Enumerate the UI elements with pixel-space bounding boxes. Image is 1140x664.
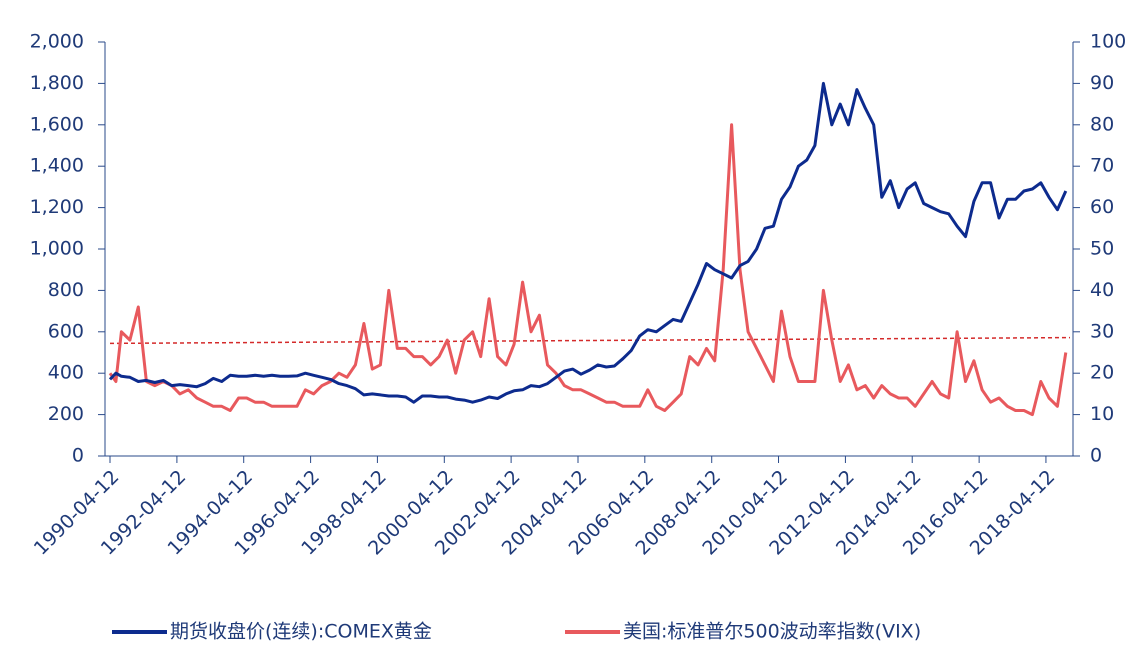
y-tick-label: 1,600: [30, 113, 84, 135]
y2-tick-label: 100: [1090, 31, 1126, 53]
y2-tick-label: 90: [1090, 72, 1114, 94]
y-tick-label: 2,000: [30, 31, 84, 53]
legend-label: 美国:标准普尔500波动率指数(VIX): [623, 621, 921, 643]
y2-tick-label: 20: [1090, 362, 1114, 384]
y2-tick-label: 80: [1090, 113, 1114, 135]
y-tick-label: 1,000: [30, 238, 84, 260]
y-tick-label: 1,400: [30, 155, 84, 177]
trend-line: [109, 336, 1071, 345]
y-tick-label: 1,800: [30, 72, 84, 94]
y-tick-label: 800: [48, 279, 84, 301]
y2-tick-label: 40: [1090, 279, 1114, 301]
y-tick-label: 0: [72, 445, 84, 467]
y-tick-label: 400: [48, 362, 84, 384]
legend-label: 期货收盘价(连续):COMEX黄金: [170, 621, 432, 643]
y2-tick-label: 0: [1090, 445, 1102, 467]
y-tick-label: 200: [48, 403, 84, 425]
y2-tick-label: 50: [1090, 238, 1114, 260]
y2-tick-label: 30: [1090, 320, 1114, 342]
y2-tick-label: 60: [1090, 196, 1114, 218]
y-tick-label: 600: [48, 320, 84, 342]
series-line: [108, 81, 1068, 404]
series-line: [108, 123, 1068, 417]
y2-tick-label: 10: [1090, 403, 1114, 425]
y-tick-label: 1,200: [30, 196, 84, 218]
y2-tick-label: 70: [1090, 155, 1114, 177]
